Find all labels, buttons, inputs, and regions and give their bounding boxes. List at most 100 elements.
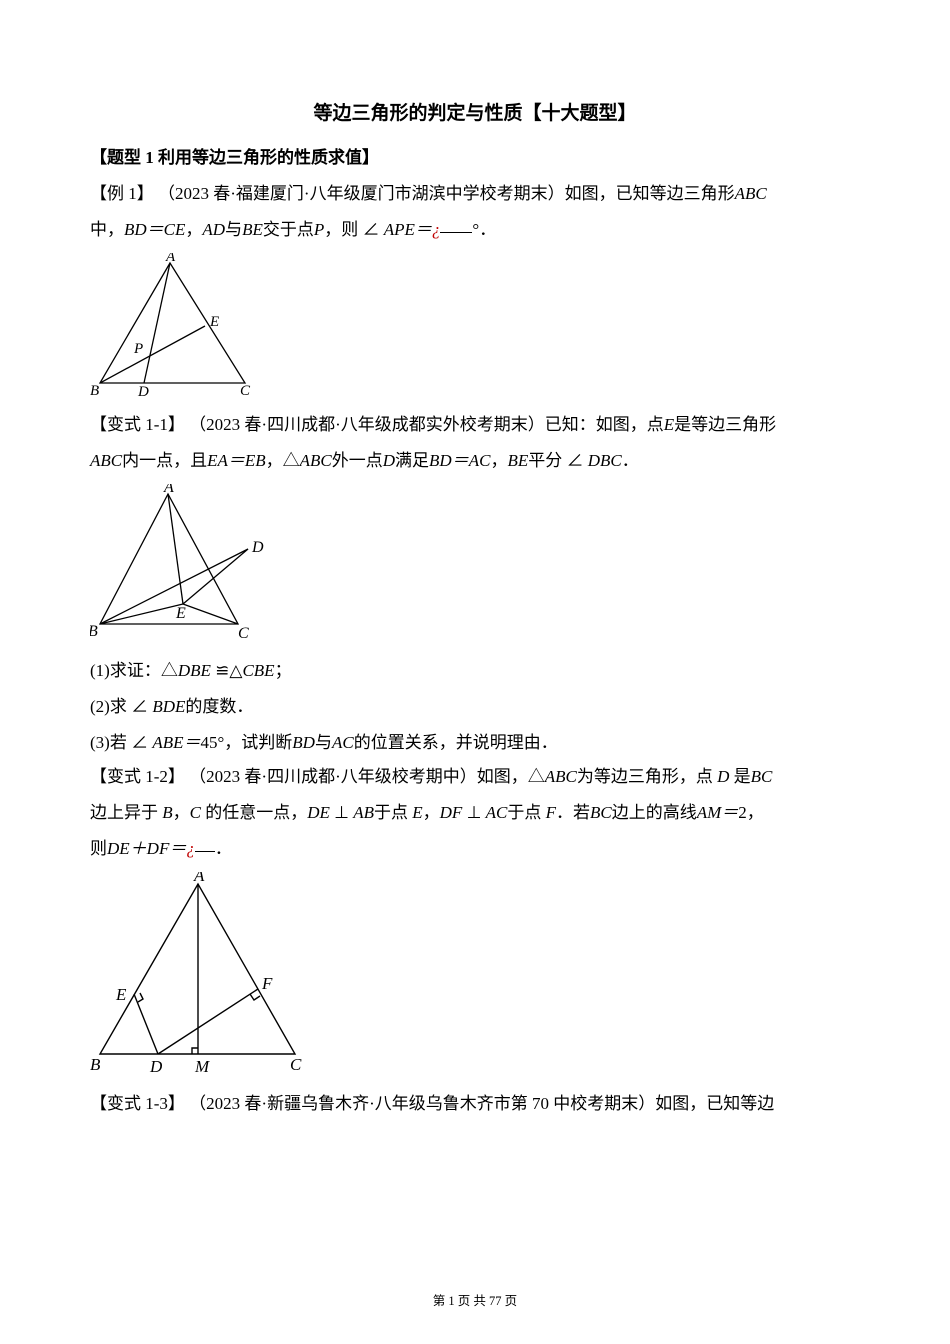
v11-q3f: 与 xyxy=(315,733,332,752)
v12-eq5: AM＝ xyxy=(697,803,739,822)
v12-eq4: AC xyxy=(486,803,508,822)
v12-t10: 于点 xyxy=(507,803,545,822)
v11-q3h: 的位置关系，并说明理由． xyxy=(354,733,558,752)
var13: 【变式 1-3】 （2023 春·新疆乌鲁木齐·八年级乌鲁木齐市第 70 中校考… xyxy=(90,1087,860,1121)
v11-q3c: 45 xyxy=(200,733,217,752)
ex1-ang: APE＝ xyxy=(384,220,432,239)
v12-t14: 则 xyxy=(90,839,107,858)
v11-t8: ． xyxy=(622,451,639,470)
ex1-eq2: AD xyxy=(202,220,225,239)
svg-text:D: D xyxy=(137,384,149,398)
example-1: 【例 1】 （2023 春·福建厦门·八年级厦门市湖滨中学校考期末）如图，已知等… xyxy=(90,177,860,211)
v11-t4: 外一点 xyxy=(332,451,383,470)
page-footer: 第 1 页 共 77 页 xyxy=(0,1289,950,1314)
v12-t12: 边上的高线 xyxy=(612,803,697,822)
v11-q1c: CBE xyxy=(242,661,274,680)
v11-ang: DBC xyxy=(588,451,622,470)
ex1-deg: °． xyxy=(472,220,496,239)
v12-t9: ⊥ xyxy=(462,803,485,822)
example-1-line2: 中，BD＝CE，AD与BE交于点P，则 ∠ APE＝¿°． xyxy=(90,213,860,247)
v12-reddot: ¿ xyxy=(186,839,195,858)
ex1-l2e: ，则 ∠ xyxy=(324,220,384,239)
v12-blank xyxy=(195,833,215,852)
v12-t2: 是 xyxy=(729,767,750,786)
v11-q2b: 的度数． xyxy=(185,697,253,716)
svg-text:F: F xyxy=(261,974,273,993)
v11-t1: 是等边三角形 xyxy=(674,415,776,434)
v12-side2: BC xyxy=(590,803,612,822)
v12-t11: ．若 xyxy=(556,803,590,822)
v11-q3: (3)若 ∠ ABE＝45°，试判断BD与AC的位置关系，并说明理由． xyxy=(90,726,860,760)
var12-line2: 边上异于 B，C 的任意一点，DE ⊥ AB于点 E，DF ⊥ AC于点 F．若… xyxy=(90,796,860,830)
svg-text:E: E xyxy=(175,605,186,622)
v12-tri: ABC xyxy=(545,767,577,786)
v12-t15: ． xyxy=(215,839,232,858)
v12-t8: ， xyxy=(423,803,440,822)
ex1-eq3: BE xyxy=(242,220,263,239)
document-title: 等边三角形的判定与性质【十大题型】 xyxy=(90,95,860,133)
v12-t3: 边上异于 xyxy=(90,803,162,822)
v11-source: （2023 春·四川成都·八年级成都实外校考期末）已知：如图，点 xyxy=(189,415,664,434)
v12-B: B xyxy=(162,803,172,822)
v12-t13: ， xyxy=(747,803,764,822)
v11-q3e: BD xyxy=(292,733,315,752)
v11-tri2: ABC xyxy=(300,451,332,470)
v11-E: E xyxy=(664,415,674,434)
svg-text:B: B xyxy=(90,1055,101,1074)
var11: 【变式 1-1】 （2023 春·四川成都·八年级成都实外校考期末）已知：如图，… xyxy=(90,408,860,442)
ex1-reddot: ¿ xyxy=(432,220,441,239)
v11-D: D xyxy=(383,451,395,470)
svg-text:C: C xyxy=(290,1055,302,1074)
svg-text:C: C xyxy=(240,383,251,398)
v12-source: （2023 春·四川成都·八年级校考期中）如图，△ xyxy=(189,767,545,786)
ex1-figure: A B C D E P xyxy=(90,253,860,398)
v11-q3b: ABE＝ xyxy=(152,733,200,752)
v13-source: （2023 春·新疆乌鲁木齐·八年级乌鲁木齐市第 70 中校考期末）如图，已知等… xyxy=(189,1094,774,1113)
v11-t7: 平分 ∠ xyxy=(528,451,588,470)
svg-text:A: A xyxy=(165,253,176,265)
ex1-blank xyxy=(440,214,472,233)
v12-F: F xyxy=(546,803,556,822)
svg-text:D: D xyxy=(149,1057,163,1076)
var11-figure: A B C D E xyxy=(90,484,860,644)
v11-prefix: 【变式 1-1】 xyxy=(90,415,185,434)
var12: 【变式 1-2】 （2023 春·四川成都·八年级校考期中）如图，△ABC为等边… xyxy=(90,760,860,794)
svg-text:C: C xyxy=(238,625,249,642)
v12-prefix: 【变式 1-2】 xyxy=(90,767,185,786)
svg-text:E: E xyxy=(115,985,127,1004)
v12-eq2: AB xyxy=(353,803,374,822)
v12-side: BC xyxy=(751,767,773,786)
var11-line2: ABC内一点，且EA＝EB，△ABC外一点D满足BD＝AC，BE平分 ∠ DBC… xyxy=(90,444,860,478)
ex1-l2b: ， xyxy=(185,220,202,239)
v11-q3g: AC xyxy=(332,733,354,752)
ex1-eq1: BD＝CE xyxy=(124,220,185,239)
v11-q1a: DBE xyxy=(178,661,211,680)
v12-t4: ， xyxy=(173,803,190,822)
v11-q1t: (1)求证：△ xyxy=(90,661,178,680)
svg-text:M: M xyxy=(194,1057,210,1076)
var12-figure: A B C D M E F xyxy=(90,872,860,1077)
v11-q3d: °，试判断 xyxy=(217,733,292,752)
v11-eq1: EA＝EB xyxy=(207,451,266,470)
ex1-l2d: 交于点 xyxy=(263,220,314,239)
v11-t2: 内一点，且 xyxy=(122,451,207,470)
v12-eq1: DE xyxy=(307,803,330,822)
v11-tri: ABC xyxy=(90,451,122,470)
section-1-header: 【题型 1 利用等边三角形的性质求值】 xyxy=(90,141,860,175)
v12-C: C xyxy=(190,803,201,822)
svg-text:B: B xyxy=(90,623,98,640)
v11-eq3: BE xyxy=(507,451,528,470)
ex1-source: （2023 春·福建厦门·八年级厦门市湖滨中学校考期末）如图，已知等边三角形 xyxy=(158,184,735,203)
v11-q2t: (2)求 ∠ xyxy=(90,697,152,716)
v12-D: D xyxy=(717,767,729,786)
var12-line3: 则DE＋DF＝¿． xyxy=(90,832,860,866)
v11-q2a: BDE xyxy=(152,697,185,716)
svg-text:B: B xyxy=(90,383,99,398)
v11-t5: 满足 xyxy=(395,451,429,470)
v11-q1: (1)求证：△DBE ≌△CBE； xyxy=(90,654,860,688)
v13-prefix: 【变式 1-3】 xyxy=(90,1094,185,1113)
v11-q1b: ≌△ xyxy=(211,661,243,680)
v11-q2: (2)求 ∠ BDE的度数． xyxy=(90,690,860,724)
ex1-l2a: 中， xyxy=(90,220,124,239)
svg-text:A: A xyxy=(163,484,174,496)
